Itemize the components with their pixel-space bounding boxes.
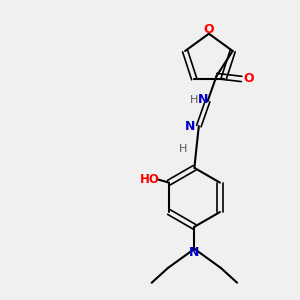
Text: H: H bbox=[190, 94, 199, 105]
Text: O: O bbox=[204, 23, 214, 36]
Text: N: N bbox=[189, 246, 200, 259]
Text: O: O bbox=[244, 73, 254, 85]
Text: N: N bbox=[198, 93, 208, 106]
Text: N: N bbox=[185, 120, 195, 133]
Text: HO: HO bbox=[140, 173, 160, 186]
Text: H: H bbox=[179, 144, 188, 154]
